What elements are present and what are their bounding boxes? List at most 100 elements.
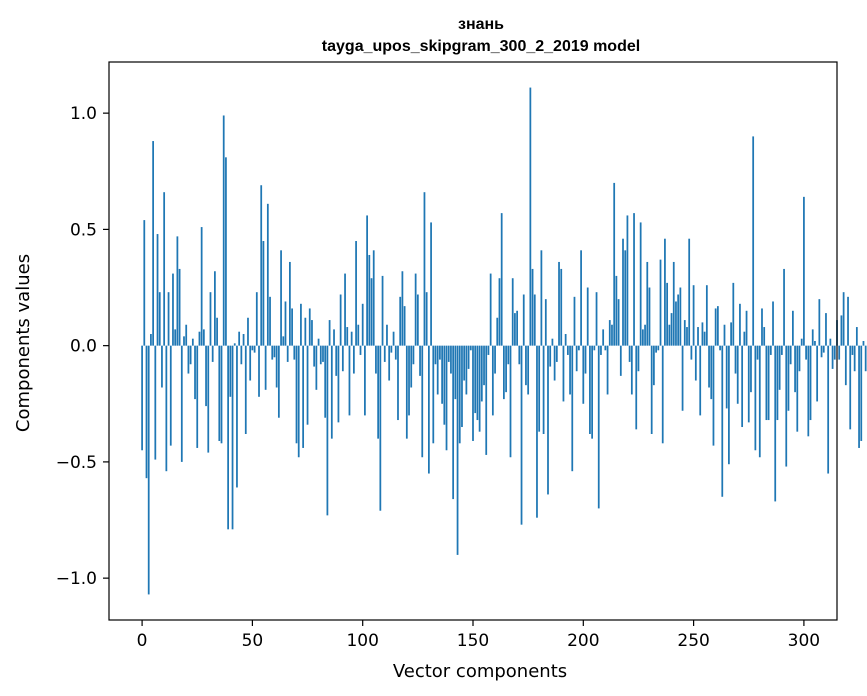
bar-260 bbox=[714, 308, 717, 346]
bar-88 bbox=[335, 345, 338, 376]
bar-324 bbox=[855, 327, 858, 346]
bar-132 bbox=[432, 345, 435, 444]
bar-27 bbox=[200, 227, 203, 346]
bar-280 bbox=[758, 345, 761, 458]
x-tick-label: 0 bbox=[137, 631, 148, 651]
bar-169 bbox=[514, 313, 516, 346]
bar-185 bbox=[549, 345, 552, 367]
bar-187 bbox=[553, 345, 556, 381]
bar-80 bbox=[317, 338, 320, 346]
bar-296 bbox=[794, 345, 796, 393]
bar-322 bbox=[851, 345, 854, 355]
bar-9 bbox=[161, 345, 163, 388]
bar-327 bbox=[862, 341, 865, 346]
bar-3 bbox=[147, 345, 150, 595]
bar-224 bbox=[635, 345, 638, 430]
bar-71 bbox=[297, 345, 300, 458]
bar-238 bbox=[666, 282, 669, 346]
bar-277 bbox=[752, 136, 755, 346]
bar-53 bbox=[258, 345, 260, 397]
bar-313 bbox=[831, 345, 834, 369]
bar-319 bbox=[844, 345, 847, 386]
bar-51 bbox=[253, 345, 256, 353]
bar-257 bbox=[708, 345, 710, 388]
bar-36 bbox=[220, 345, 223, 444]
bar-258 bbox=[710, 345, 713, 400]
bar-153 bbox=[478, 345, 481, 432]
bar-66 bbox=[286, 345, 289, 362]
bar-286 bbox=[772, 301, 774, 346]
bar-111 bbox=[386, 324, 388, 346]
bar-109 bbox=[381, 275, 384, 346]
bar-176 bbox=[529, 87, 532, 346]
bar-303 bbox=[809, 345, 812, 421]
y-tick-label: 0.0 bbox=[70, 337, 97, 357]
bar-240 bbox=[670, 313, 673, 346]
bar-91 bbox=[341, 345, 344, 372]
bar-285 bbox=[769, 345, 772, 355]
bar-159 bbox=[491, 345, 494, 416]
bar-193 bbox=[566, 345, 569, 355]
bar-81 bbox=[319, 345, 322, 365]
bar-301 bbox=[805, 345, 807, 360]
bar-201 bbox=[584, 345, 587, 374]
bar-237 bbox=[664, 238, 666, 346]
bar-39 bbox=[227, 345, 229, 530]
bar-128 bbox=[423, 192, 426, 346]
bar-249 bbox=[690, 345, 693, 360]
bar-203 bbox=[589, 345, 591, 434]
bar-96 bbox=[352, 345, 355, 374]
bar-284 bbox=[767, 345, 770, 421]
bar-254 bbox=[701, 322, 704, 346]
bar-188 bbox=[555, 345, 558, 362]
bar-98 bbox=[357, 324, 360, 346]
bar-38 bbox=[225, 157, 227, 346]
bar-232 bbox=[653, 345, 655, 386]
bar-82 bbox=[322, 345, 324, 362]
plot-frame bbox=[108, 61, 838, 621]
bar-104 bbox=[370, 278, 373, 346]
bar-183 bbox=[544, 299, 547, 346]
bar-267 bbox=[730, 322, 732, 346]
bar-290 bbox=[780, 345, 783, 355]
bar-200 bbox=[582, 345, 585, 404]
bar-248 bbox=[688, 238, 691, 346]
y-tick-label: −1.0 bbox=[56, 569, 97, 589]
bar-101 bbox=[364, 345, 366, 416]
bar-156 bbox=[485, 345, 488, 455]
bar-177 bbox=[531, 268, 534, 346]
chart-subtitle: tayga_upos_skipgram_300_2_2019 model bbox=[322, 38, 640, 55]
bar-44 bbox=[238, 331, 241, 346]
bar-263 bbox=[721, 345, 724, 497]
bar-309 bbox=[822, 345, 825, 353]
bar-265 bbox=[725, 345, 728, 409]
bar-323 bbox=[853, 345, 856, 372]
bar-18 bbox=[180, 345, 183, 462]
bar-223 bbox=[633, 213, 635, 346]
bar-275 bbox=[747, 345, 750, 423]
bar-172 bbox=[520, 345, 523, 525]
bar-122 bbox=[410, 345, 413, 388]
bar-251 bbox=[694, 345, 697, 381]
bar-137 bbox=[443, 345, 446, 425]
bar-210 bbox=[604, 345, 607, 351]
bar-37 bbox=[222, 115, 225, 346]
bar-117 bbox=[399, 296, 402, 346]
bars-group bbox=[141, 87, 867, 595]
x-tick-label: 300 bbox=[788, 631, 820, 651]
bar-318 bbox=[842, 292, 845, 346]
bar-181 bbox=[540, 250, 543, 346]
bar-90 bbox=[339, 294, 342, 346]
bar-297 bbox=[796, 345, 799, 432]
bar-105 bbox=[372, 250, 375, 346]
bar-179 bbox=[536, 345, 538, 518]
bar-86 bbox=[330, 345, 333, 439]
bar-325 bbox=[858, 345, 860, 448]
bar-135 bbox=[439, 345, 441, 360]
bar-173 bbox=[522, 294, 525, 346]
bar-317 bbox=[840, 315, 843, 346]
bar-164 bbox=[503, 345, 505, 400]
bar-99 bbox=[359, 345, 362, 355]
bar-160 bbox=[494, 345, 496, 374]
bar-16 bbox=[176, 236, 179, 346]
